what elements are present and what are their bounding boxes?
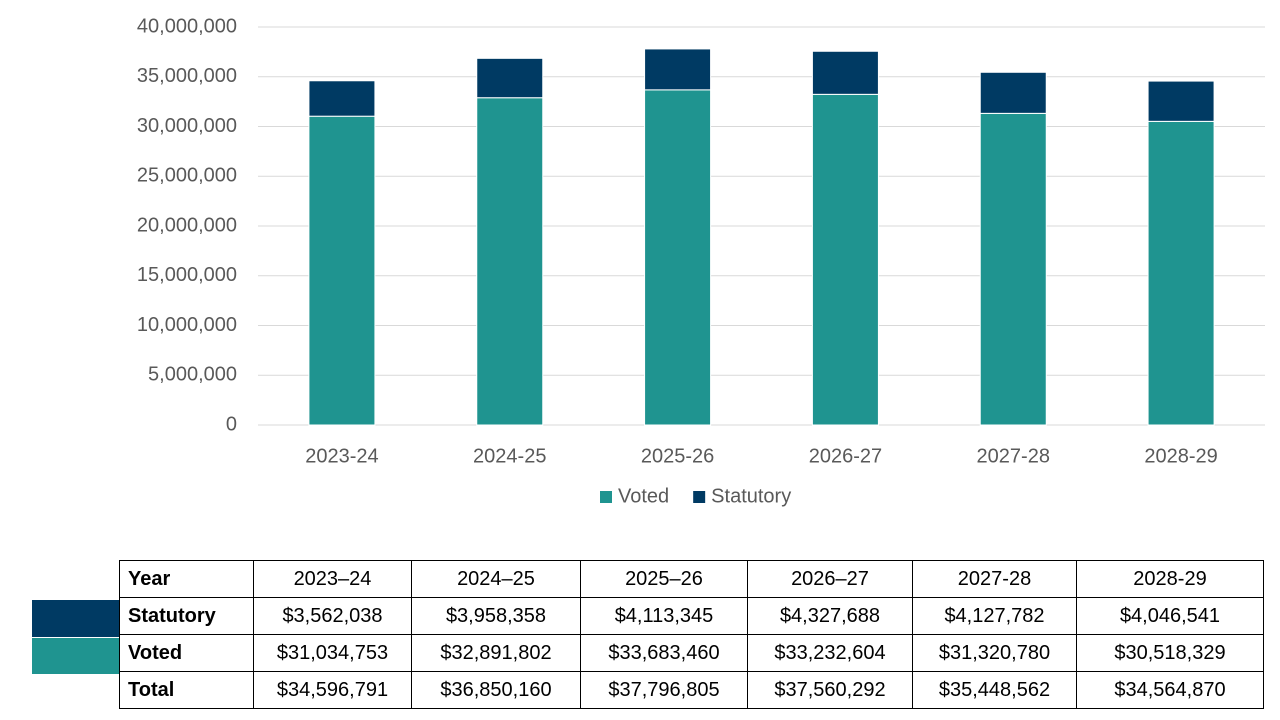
table-cell: $31,320,780: [912, 634, 1077, 672]
legend-swatch: [693, 491, 706, 503]
voted-swatch: [32, 638, 119, 674]
bar-segment: [979, 112, 1047, 426]
x-tick-label: 2025-26: [641, 445, 714, 467]
table-cell: $3,562,038: [253, 597, 412, 635]
table-cell: $37,560,292: [747, 671, 913, 709]
table-cell: $36,850,160: [411, 671, 581, 709]
table-cell: $33,232,604: [747, 634, 913, 672]
table-cell: $4,113,345: [580, 597, 748, 635]
table-row: Statutory $3,562,038 $3,958,358 $4,113,345 $…: [119, 597, 1264, 635]
table-cell: 2023–24: [253, 560, 412, 598]
table-cell: $4,327,688: [747, 597, 913, 635]
y-tick-label: 25,000,000: [137, 165, 237, 187]
bar-segment: [308, 115, 376, 426]
row-header: Voted: [119, 634, 254, 672]
bar-segment: [1147, 120, 1215, 426]
table-cell: $37,796,805: [580, 671, 748, 709]
table-row: Total $34,596,791 $36,850,160 $37,796,805 $3…: [119, 671, 1264, 709]
table-cell: $4,046,541: [1076, 597, 1264, 635]
table-cell: $33,683,460: [580, 634, 748, 672]
bar-segment: [1147, 80, 1215, 122]
legend-swatch: [600, 491, 612, 503]
table-cell: 2028-29: [1076, 560, 1264, 598]
legend-label: Voted: [618, 485, 669, 507]
y-tick-label: 15,000,000: [137, 264, 237, 286]
row-header: Total: [119, 671, 254, 709]
table-cell: $35,448,562: [912, 671, 1077, 709]
table-cell: 2024–25: [411, 560, 581, 598]
table-cell: 2026–27: [747, 560, 913, 598]
table-cell: $34,564,870: [1076, 671, 1264, 709]
bar-segment: [644, 89, 712, 426]
y-tick-label: 30,000,000: [137, 115, 237, 137]
row-header: Statutory: [119, 597, 254, 635]
table-cell: $30,518,329: [1076, 634, 1264, 672]
y-tick-label: 40,000,000: [137, 15, 237, 37]
x-tick-label: 2027-28: [977, 445, 1050, 467]
row-header: Year: [119, 560, 254, 598]
bar-segment: [476, 97, 544, 426]
table-cell: $31,034,753: [253, 634, 412, 672]
table-cell: $4,127,782: [912, 597, 1077, 635]
bar-segment: [811, 93, 879, 426]
table-cell: $3,958,358: [411, 597, 581, 635]
y-tick-label: 0: [226, 413, 237, 435]
x-tick-label: 2023-24: [305, 445, 378, 467]
bar-segment: [811, 50, 879, 95]
bar-segment: [308, 80, 376, 117]
table-cell: $32,891,802: [411, 634, 581, 672]
chart: 0 5,000,000 10,000,000 15,000,000 20,000,000…: [137, 15, 1265, 507]
x-tick-label: 2028-29: [1144, 445, 1217, 467]
statutory-swatch: [32, 600, 119, 637]
y-tick-label: 35,000,000: [137, 65, 237, 87]
table-row: Voted $31,034,753 $32,891,802 $33,683,460 $3…: [119, 634, 1264, 672]
data-table: Year 2023–24 2024–25 2025–26 2026–27 2027-28 2…: [119, 560, 1264, 709]
bar-segment: [476, 57, 544, 99]
x-tick-label: 2026-27: [809, 445, 882, 467]
bar-segment: [644, 48, 712, 91]
y-tick-label: 10,000,000: [137, 314, 237, 336]
table-cell: 2027-28: [912, 560, 1077, 598]
y-tick-label: 20,000,000: [137, 214, 237, 236]
y-tick-label: 5,000,000: [148, 364, 237, 386]
table-cell: 2025–26: [580, 560, 748, 598]
x-tick-label: 2024-25: [473, 445, 546, 467]
legend-label: Statutory: [711, 485, 791, 507]
bar-segment: [979, 71, 1047, 114]
table-row: Year 2023–24 2024–25 2025–26 2026–27 2027-28 2…: [119, 560, 1264, 598]
table-cell: $34,596,791: [253, 671, 412, 709]
